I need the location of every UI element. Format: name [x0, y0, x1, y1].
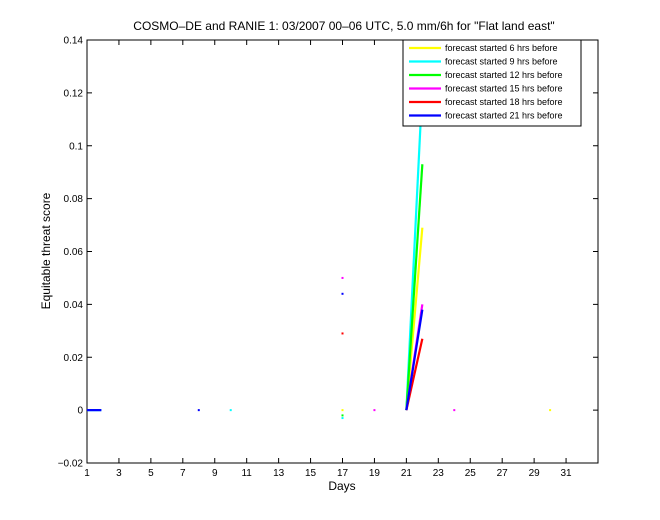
- data-point: [341, 417, 344, 420]
- legend-label: forecast started 12 hrs before: [445, 70, 563, 80]
- x-tick-label: 11: [241, 468, 252, 479]
- y-tick-label: −0.02: [58, 459, 84, 470]
- x-tick-label: 17: [337, 468, 349, 479]
- y-tick-label: 0.08: [64, 194, 84, 205]
- y-tick-label: 0.06: [64, 247, 84, 258]
- legend-label: forecast started 21 hrs before: [445, 111, 563, 121]
- x-tick-label: 27: [497, 468, 509, 479]
- data-point: [197, 409, 200, 412]
- x-tick-label: 25: [465, 468, 477, 479]
- data-point: [453, 409, 456, 412]
- data-point: [341, 332, 344, 335]
- x-tick-label: 9: [212, 468, 218, 479]
- legend-box: [402, 39, 582, 127]
- data-point: [341, 292, 344, 295]
- data-point: [229, 409, 232, 412]
- series-line: [405, 309, 424, 411]
- y-tick-label: 0.04: [64, 300, 84, 311]
- data-point: [549, 409, 552, 412]
- x-tick-label: 21: [401, 468, 413, 479]
- legend-label: forecast started 18 hrs before: [445, 97, 563, 107]
- x-tick-label: 7: [180, 468, 186, 479]
- series-3: [341, 164, 424, 417]
- chart-title: COSMO–DE and RANIE 1: 03/2007 00–06 UTC,…: [133, 19, 554, 33]
- legend-label: forecast started 6 hrs before: [445, 43, 558, 53]
- y-tick-label: 0.14: [64, 36, 84, 47]
- x-tick-label: 5: [148, 468, 154, 479]
- data-point: [341, 414, 344, 417]
- legend: forecast started 6 hrs before forecast st…: [402, 39, 582, 127]
- data-point: [341, 276, 344, 279]
- series-6: [87, 292, 424, 412]
- x-tick-label: 13: [273, 468, 285, 479]
- x-tick-label: 15: [305, 468, 317, 479]
- y-axis-label: Equitable threat score: [39, 192, 53, 309]
- legend-label: forecast started 15 hrs before: [445, 84, 563, 94]
- legend-label: forecast started 9 hrs before: [445, 57, 558, 67]
- y-tick-label: 0.02: [64, 353, 84, 364]
- x-tick-label: 1: [84, 468, 90, 479]
- y-tick-label: 0: [77, 406, 83, 417]
- y-tick-label: 0.1: [69, 141, 83, 152]
- x-axis-label: Days: [328, 479, 355, 493]
- x-tick-label: 23: [433, 468, 445, 479]
- data-point: [373, 409, 376, 412]
- series-line: [405, 164, 424, 411]
- x-tick-label: 3: [116, 468, 122, 479]
- x-tick-label: 19: [369, 468, 381, 479]
- data-point: [341, 409, 344, 412]
- x-tick-label: 29: [529, 468, 541, 479]
- x-tick-label: 31: [561, 468, 573, 479]
- series-layer: [87, 87, 552, 420]
- y-tick-label: 0.12: [64, 88, 84, 99]
- tick-labels: 1 3 5 7 9 11 13 15 17 19 21 23 25 27 29 31−0.0200.020.0…: [58, 36, 572, 480]
